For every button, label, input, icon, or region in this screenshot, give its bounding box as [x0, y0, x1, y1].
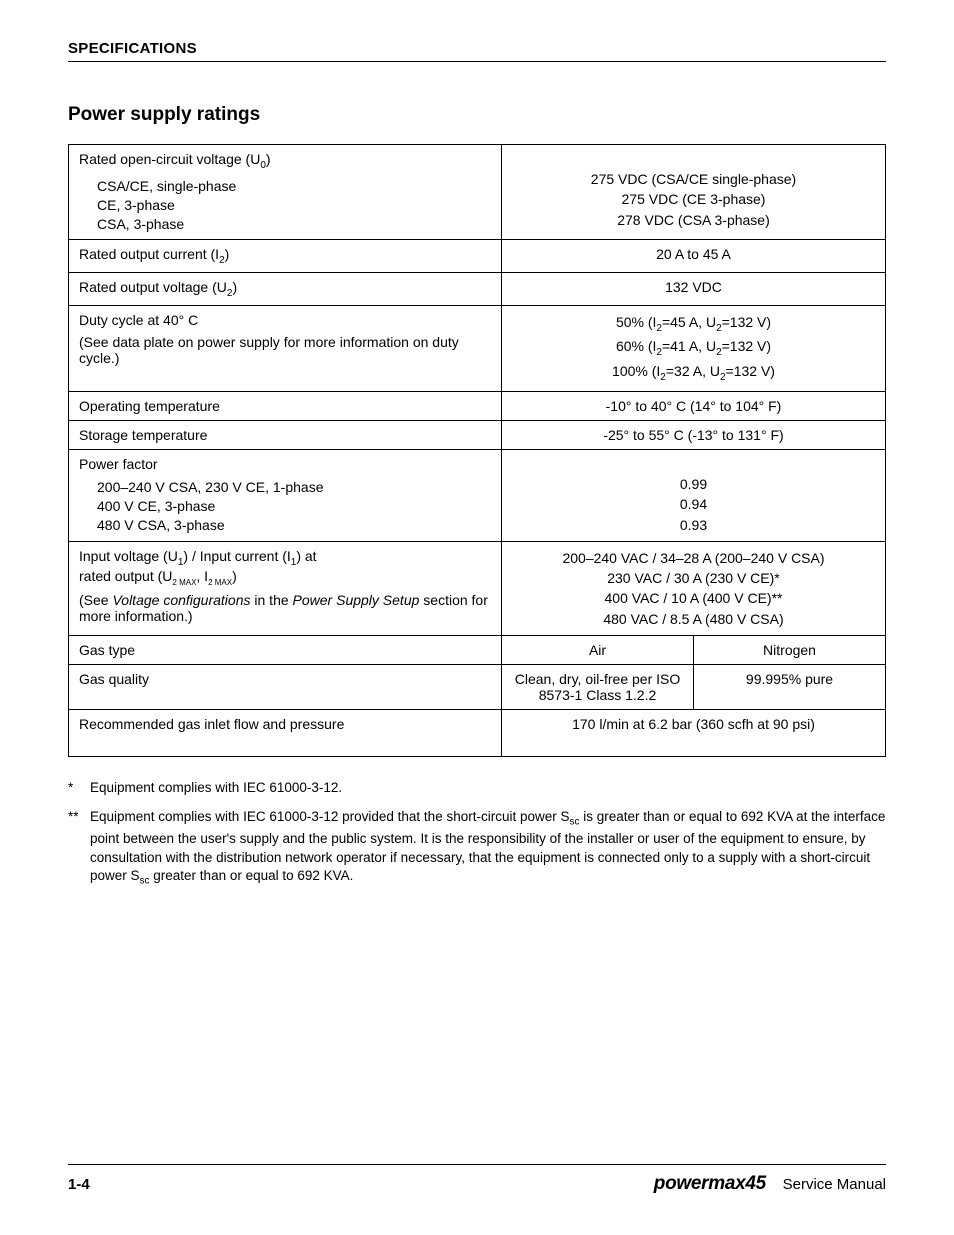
- row-label: Gas quality: [69, 665, 502, 710]
- row-label: Gas type: [69, 636, 502, 665]
- row-label: Duty cycle at 40° C: [79, 312, 491, 328]
- table-row: Gas quality Clean, dry, oil-free per ISO…: [69, 665, 886, 710]
- table-row: Rated output voltage (U2) 132 VDC: [69, 273, 886, 306]
- row-label: Rated open-circuit voltage (U0): [79, 151, 491, 171]
- table-row: Operating temperature -10° to 40° C (14°…: [69, 391, 886, 420]
- row-label: Recommended gas inlet flow and pressure: [69, 710, 502, 757]
- row-value: 200–240 VAC / 34–28 A (200–240 V CSA) 23…: [502, 541, 886, 635]
- header-title: SPECIFICATIONS: [68, 40, 886, 57]
- table-row: Input voltage (U1) / Input current (I1) …: [69, 541, 886, 635]
- row-value: Nitrogen: [694, 636, 886, 665]
- table-row: Power factor 200–240 V CSA, 230 V CE, 1-…: [69, 449, 886, 541]
- row-label: Storage temperature: [69, 420, 502, 449]
- footnote-mark: **: [68, 808, 90, 889]
- row-value: 50% (I2=45 A, U2=132 V) 60% (I2=41 A, U2…: [502, 306, 886, 392]
- table-row: Gas type Air Nitrogen: [69, 636, 886, 665]
- row-value: 132 VDC: [502, 273, 886, 306]
- doc-title: Service Manual: [783, 1176, 886, 1193]
- row-label: Input voltage (U1) / Input current (I1) …: [79, 548, 491, 587]
- page-header: SPECIFICATIONS: [68, 40, 886, 62]
- brand-name: powermax45: [654, 1173, 766, 1194]
- row-label: Operating temperature: [69, 391, 502, 420]
- row-value: Clean, dry, oil-free per ISO 8573-1 Clas…: [502, 665, 694, 710]
- row-note: (See Voltage configurations in the Power…: [79, 592, 491, 624]
- footnote: * Equipment complies with IEC 61000-3-12…: [68, 779, 886, 798]
- table-row: Recommended gas inlet flow and pressure …: [69, 710, 886, 757]
- table-row: Storage temperature -25° to 55° C (-13° …: [69, 420, 886, 449]
- row-label: Rated output current (I2): [69, 240, 502, 273]
- row-value: 275 VDC (CSA/CE single-phase) 275 VDC (C…: [502, 145, 886, 240]
- table-row: Duty cycle at 40° C (See data plate on p…: [69, 306, 886, 392]
- row-note: (See data plate on power supply for more…: [79, 334, 491, 366]
- footnote-text: Equipment complies with IEC 61000-3-12.: [90, 779, 886, 798]
- table-row: Rated output current (I2) 20 A to 45 A: [69, 240, 886, 273]
- row-value: 0.99 0.94 0.93: [502, 449, 886, 541]
- row-value: -25° to 55° C (-13° to 131° F): [502, 420, 886, 449]
- row-sublist: CSA/CE, single-phase CE, 3-phase CSA, 3-…: [79, 177, 491, 234]
- row-value: 99.995% pure: [694, 665, 886, 710]
- row-sublist: 200–240 V CSA, 230 V CE, 1-phase 400 V C…: [79, 478, 491, 535]
- table-row: Rated open-circuit voltage (U0) CSA/CE, …: [69, 145, 886, 240]
- row-value: Air: [502, 636, 694, 665]
- page-footer: 1-4 powermax45 Service Manual: [68, 1164, 886, 1195]
- spec-table: Rated open-circuit voltage (U0) CSA/CE, …: [68, 144, 886, 757]
- row-value: -10° to 40° C (14° to 104° F): [502, 391, 886, 420]
- row-value: 170 l/min at 6.2 bar (360 scfh at 90 psi…: [502, 710, 886, 757]
- footnote: ** Equipment complies with IEC 61000-3-1…: [68, 808, 886, 889]
- footer-right: powermax45 Service Manual: [654, 1173, 886, 1195]
- row-label: Rated output voltage (U2): [69, 273, 502, 306]
- footnote-text: Equipment complies with IEC 61000-3-12 p…: [90, 808, 886, 889]
- page-number: 1-4: [68, 1176, 90, 1193]
- footnotes: * Equipment complies with IEC 61000-3-12…: [68, 779, 886, 889]
- row-value: 20 A to 45 A: [502, 240, 886, 273]
- section-title: Power supply ratings: [68, 104, 886, 126]
- row-label: Power factor: [79, 456, 491, 472]
- footnote-mark: *: [68, 779, 90, 798]
